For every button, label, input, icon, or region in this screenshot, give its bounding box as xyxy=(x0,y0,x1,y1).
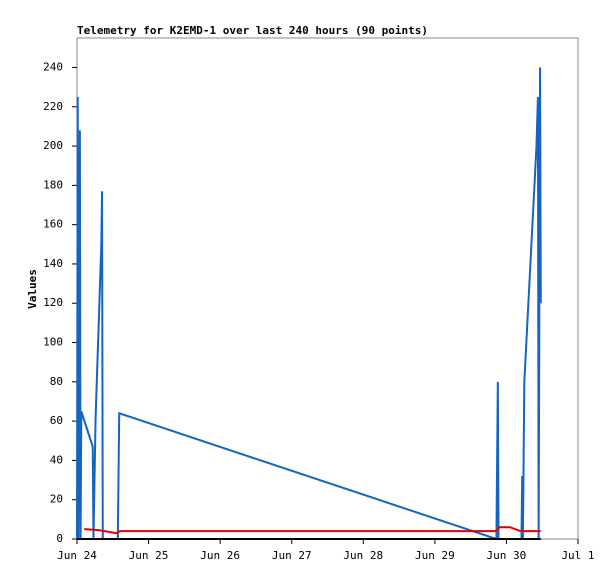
y-tick-label: 0 xyxy=(56,532,63,545)
x-tick-label: Jun 26 xyxy=(200,549,240,562)
x-tick-label: Jun 27 xyxy=(272,549,312,562)
x-tick-label: Jun 28 xyxy=(343,549,383,562)
y-tick-label: 180 xyxy=(43,178,63,191)
x-tick-label: Jun 29 xyxy=(415,549,455,562)
y-tick-label: 120 xyxy=(43,296,63,309)
y-tick-label: 160 xyxy=(43,218,63,231)
x-tick-label: Jun 25 xyxy=(129,549,169,562)
y-tick-label: 100 xyxy=(43,336,63,349)
y-tick-label: 20 xyxy=(50,493,63,506)
y-tick-label: 40 xyxy=(50,453,63,466)
y-tick-label: 220 xyxy=(43,100,63,113)
x-tick-label: Jun 30 xyxy=(487,549,527,562)
chart-title: Telemetry for K2EMD-1 over last 240 hour… xyxy=(77,24,428,37)
y-tick-label: 140 xyxy=(43,257,63,270)
y-axis-label: Values xyxy=(26,269,39,309)
y-tick-label: 60 xyxy=(50,414,63,427)
x-tick-label: Jul 1 xyxy=(561,549,594,562)
y-tick-label: 240 xyxy=(43,60,63,73)
y-tick-label: 80 xyxy=(50,375,63,388)
series-line xyxy=(84,526,541,535)
y-tick-label: 200 xyxy=(43,139,63,152)
x-tick-label: Jun 24 xyxy=(57,549,97,562)
series-line xyxy=(76,67,542,541)
